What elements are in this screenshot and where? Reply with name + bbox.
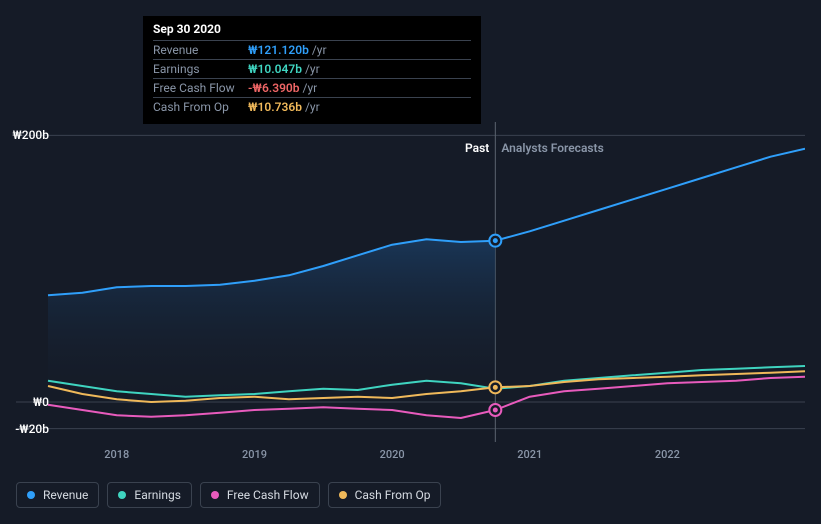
legend-dot-icon — [27, 491, 35, 499]
x-tick-label: 2020 — [380, 448, 405, 461]
legend-dot-icon — [118, 491, 126, 499]
legend-dot-icon — [339, 491, 347, 499]
tooltip-row-unit: /yr — [305, 100, 320, 114]
plot-area[interactable] — [16, 122, 805, 442]
tooltip-row-value: -₩6.390b — [248, 81, 300, 95]
tooltip-row-label: Revenue — [153, 43, 248, 57]
legend-item-cfo[interactable]: Cash From Op — [328, 482, 442, 508]
tooltip-row: Cash From Op₩10.736b/yr — [153, 97, 471, 116]
tooltip-title: Sep 30 2020 — [153, 22, 471, 40]
legend-item-earnings[interactable]: Earnings — [107, 482, 192, 508]
x-tick-label: 2019 — [242, 448, 267, 461]
tooltip-row-label: Earnings — [153, 62, 248, 76]
x-tick-label: 2018 — [104, 448, 129, 461]
past-label: Past — [465, 141, 489, 155]
tooltip-row: Free Cash Flow-₩6.390b/yr — [153, 78, 471, 97]
legend-label: Free Cash Flow — [227, 488, 309, 502]
tooltip-row-unit: /yr — [312, 43, 327, 57]
x-axis: 2018 2019 2020 2021 2022 — [16, 448, 805, 462]
legend-item-fcf[interactable]: Free Cash Flow — [200, 482, 320, 508]
tooltip-row: Revenue₩121.120b/yr — [153, 40, 471, 59]
forecast-label: Analysts Forecasts — [501, 141, 603, 155]
x-tick-label: 2021 — [517, 448, 542, 461]
tooltip-row-unit: /yr — [305, 62, 320, 76]
legend-label: Revenue — [43, 488, 88, 502]
legend-item-revenue[interactable]: Revenue — [16, 482, 99, 508]
chart-legend: Revenue Earnings Free Cash Flow Cash From O… — [16, 482, 441, 508]
financials-chart: Sep 30 2020Revenue₩121.120b/yrEarnings₩1… — [16, 16, 805, 508]
tooltip-row-value: ₩10.736b — [248, 100, 302, 114]
chart-tooltip: Sep 30 2020Revenue₩121.120b/yrEarnings₩1… — [143, 16, 481, 124]
tooltip-row-value: ₩121.120b — [248, 43, 309, 57]
legend-label: Cash From Op — [355, 488, 431, 502]
y-tick-label: ₩0 — [33, 395, 49, 409]
x-tick-label: 2022 — [655, 448, 680, 461]
legend-label: Earnings — [134, 488, 181, 502]
y-tick-label: -₩20b — [15, 422, 49, 436]
legend-dot-icon — [211, 491, 219, 499]
tooltip-row-label: Free Cash Flow — [153, 81, 248, 95]
tooltip-row-value: ₩10.047b — [248, 62, 302, 76]
tooltip-row-label: Cash From Op — [153, 100, 248, 114]
y-tick-label: ₩200b — [12, 128, 49, 142]
tooltip-row: Earnings₩10.047b/yr — [153, 59, 471, 78]
tooltip-row-unit: /yr — [303, 81, 318, 95]
